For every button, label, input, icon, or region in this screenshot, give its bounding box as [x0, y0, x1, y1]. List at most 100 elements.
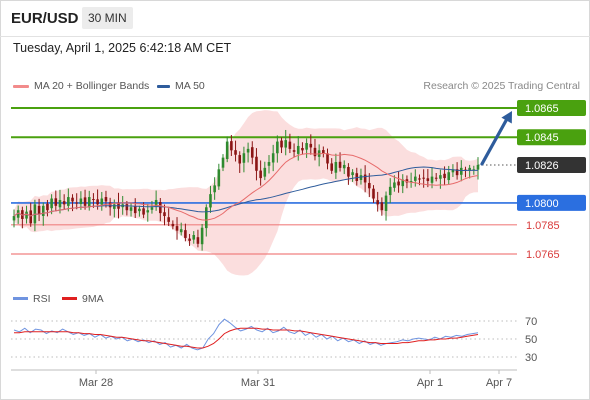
candle-body [347, 166, 350, 177]
candle-body [209, 194, 212, 208]
candle-body [230, 141, 233, 151]
candle-body [246, 148, 250, 153]
candle-body [476, 164, 480, 170]
candle-body [217, 169, 221, 187]
candle-body [309, 143, 313, 148]
candle-body [276, 141, 279, 154]
candle-body [250, 147, 254, 158]
candle-body [363, 174, 367, 183]
candle-body [125, 204, 129, 211]
price-label-box [517, 194, 586, 211]
symbol-title: EUR/USD [11, 10, 79, 27]
candle-body [204, 207, 208, 229]
candle-body [146, 210, 150, 213]
price-label-resistance: 1.0845 [525, 132, 559, 144]
candle-body [305, 143, 308, 150]
candle-body [67, 197, 70, 206]
candle-body [338, 161, 342, 168]
candle-body [71, 197, 74, 202]
candle-body [384, 195, 388, 211]
candle-body [259, 170, 262, 179]
rsi-tick-label: 70 [525, 316, 537, 328]
candle-body [271, 153, 275, 163]
candle-body [388, 186, 392, 196]
candle-body [284, 140, 288, 148]
chart-header: EUR/USD 30 MIN [0, 0, 590, 37]
projection-arrow-shaft [480, 115, 510, 166]
price-label-box [517, 100, 586, 116]
candle-body [238, 155, 242, 164]
ma50-swatch-icon [157, 84, 170, 88]
candle-body [422, 177, 425, 179]
candle-body [296, 145, 300, 154]
candle-body [242, 153, 246, 163]
candle-body [288, 141, 292, 149]
projection-layer [480, 111, 512, 166]
candle-body [75, 202, 78, 204]
legend-ma50-label: MA 50 [175, 80, 205, 92]
candle-body [16, 210, 20, 218]
candle-body [368, 182, 371, 189]
price-label-pivot: 1.0800 [525, 198, 559, 210]
legend-ma20-bollinger: MA 20 + Bollinger Bands [13, 80, 149, 92]
candle-body [154, 199, 158, 206]
candle-body [443, 173, 446, 179]
candle-body [138, 208, 141, 212]
price-label-box [517, 129, 586, 146]
rsi-tick-label: 50 [525, 334, 537, 346]
candle-body [41, 205, 45, 216]
candle-body [380, 202, 384, 211]
candle-body [418, 178, 421, 180]
candle-body [225, 141, 229, 160]
candle-body [447, 172, 451, 181]
candle-body [414, 176, 417, 181]
legend-ma50: MA 50 [157, 80, 205, 92]
candle-body [159, 202, 162, 214]
candle-body [87, 197, 91, 208]
candle-body [37, 205, 41, 215]
legend-rsi-label: RSI [33, 293, 51, 305]
candle-body [255, 156, 258, 171]
candle-body [104, 197, 108, 202]
rsi-ma-swatch-icon [62, 297, 77, 300]
candle-body [150, 207, 154, 210]
candle-body [330, 163, 333, 171]
candle-body [397, 181, 400, 186]
ma20-line [13, 152, 479, 221]
candle-body [393, 182, 396, 188]
price-label-box [517, 156, 586, 173]
x-tick-label: Apr 7 [486, 377, 512, 389]
candle-body [46, 203, 49, 211]
timeframe-badge[interactable]: 30 MIN [82, 7, 133, 29]
candle-body [468, 167, 471, 171]
candle-body [108, 202, 112, 208]
candle-body [133, 206, 137, 214]
candle-body [342, 164, 346, 169]
candle-body [83, 197, 87, 206]
rsi-ma-line [14, 327, 479, 349]
candle-body [100, 198, 104, 205]
ma20-swatch-icon [13, 84, 29, 88]
rsi-line [13, 318, 479, 351]
candle-body [129, 207, 133, 211]
candle-body [192, 235, 196, 240]
candle-body [221, 157, 225, 168]
candle-body [79, 198, 83, 205]
candle-body [313, 147, 317, 157]
candle-body [142, 208, 145, 215]
candle-body [401, 179, 405, 187]
candle-body [58, 199, 62, 208]
candle-body [171, 223, 175, 227]
candle-body [196, 237, 200, 244]
candle-body [351, 172, 354, 176]
x-tick-label: Apr 1 [417, 377, 443, 389]
candle-body [179, 229, 183, 233]
price-level-labels: 1.0865 1.0845 1.0826 1.0800 1.0785 1.0765 [517, 100, 586, 261]
research-credit: Research © 2025 Trading Central [423, 80, 580, 92]
candles-layer [12, 129, 480, 251]
candle-body [267, 162, 271, 166]
rsi-lines [13, 318, 479, 351]
candle-body [434, 177, 438, 179]
legend-rsi-ma-label: 9MA [82, 293, 104, 305]
